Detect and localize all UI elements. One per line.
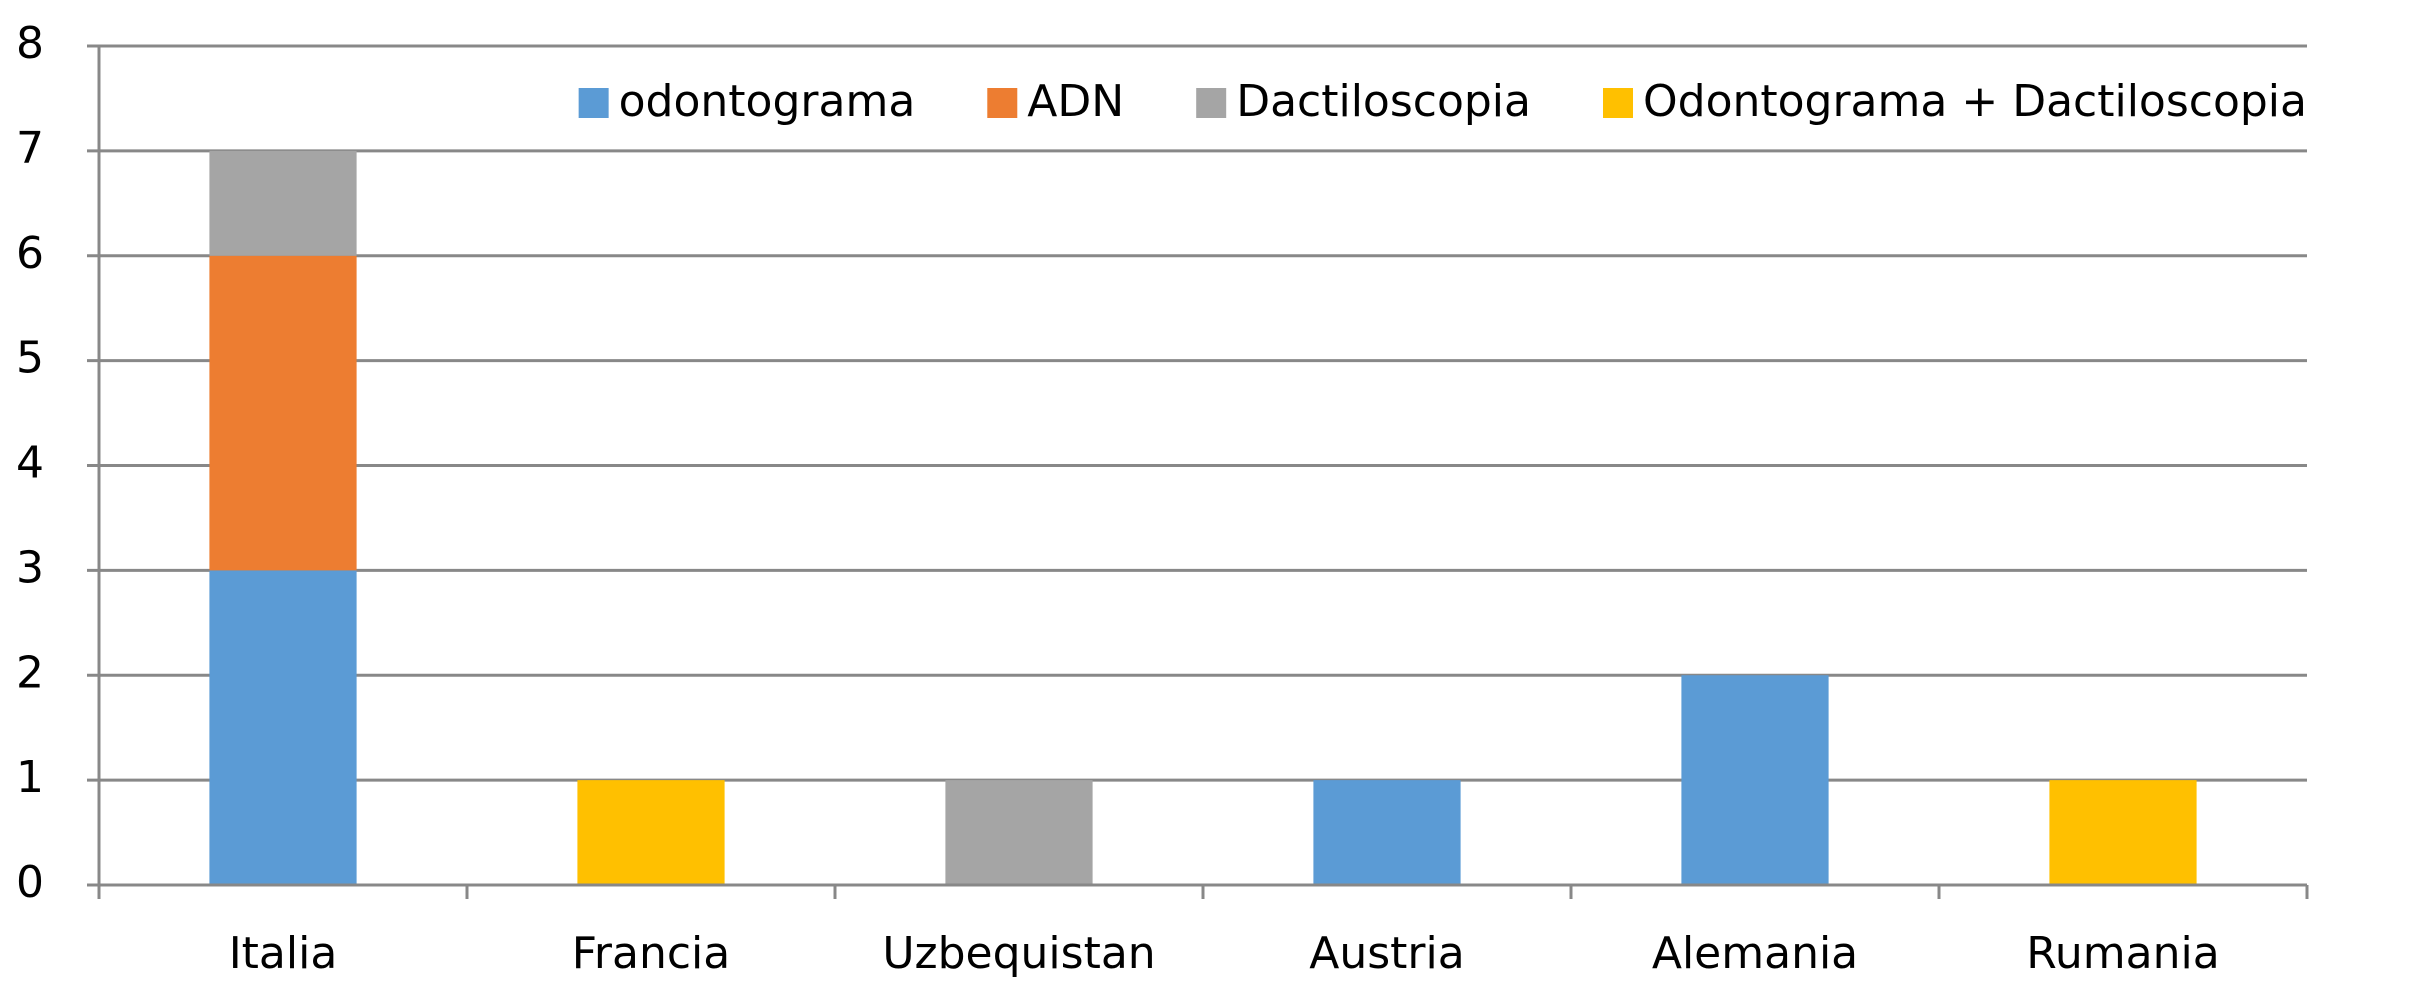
- legend-label: Odontograma + Dactiloscopia: [1643, 76, 2307, 127]
- y-tick-label: 6: [16, 228, 44, 279]
- x-tick-label: Francia: [572, 928, 730, 979]
- bar-segment: [209, 570, 357, 885]
- bar-segment: [577, 780, 725, 885]
- x-tick-label: Alemania: [1652, 928, 1858, 979]
- legend-swatch: [1603, 88, 1633, 118]
- x-tick-label: Italia: [229, 928, 338, 979]
- legend-label: Dactiloscopia: [1236, 76, 1531, 127]
- bar-segment: [945, 780, 1093, 885]
- legend-swatch: [578, 88, 609, 118]
- y-tick-label: 2: [16, 647, 44, 698]
- legend-swatch: [1196, 88, 1227, 118]
- bar-segment: [1313, 780, 1461, 885]
- bar-segment: [209, 255, 357, 571]
- legend-label: ADN: [1027, 76, 1124, 127]
- y-tick-label: 0: [16, 857, 44, 908]
- y-tick-label: 8: [16, 18, 44, 69]
- y-tick-label: 7: [16, 123, 44, 174]
- x-tick-label: Austria: [1309, 928, 1464, 979]
- y-tick-label: 4: [16, 438, 44, 489]
- x-tick-label: Rumania: [2026, 928, 2219, 979]
- bar-segment: [209, 150, 357, 256]
- legend-label: odontograma: [619, 76, 916, 127]
- legend-swatch: [987, 88, 1018, 118]
- y-tick-label: 1: [16, 752, 44, 803]
- y-tick-label: 3: [16, 542, 44, 593]
- bar-segment: [1681, 675, 1829, 885]
- y-tick-label: 5: [16, 333, 44, 384]
- bar-segment: [2049, 780, 2197, 885]
- x-tick-label: Uzbequistan: [882, 928, 1155, 979]
